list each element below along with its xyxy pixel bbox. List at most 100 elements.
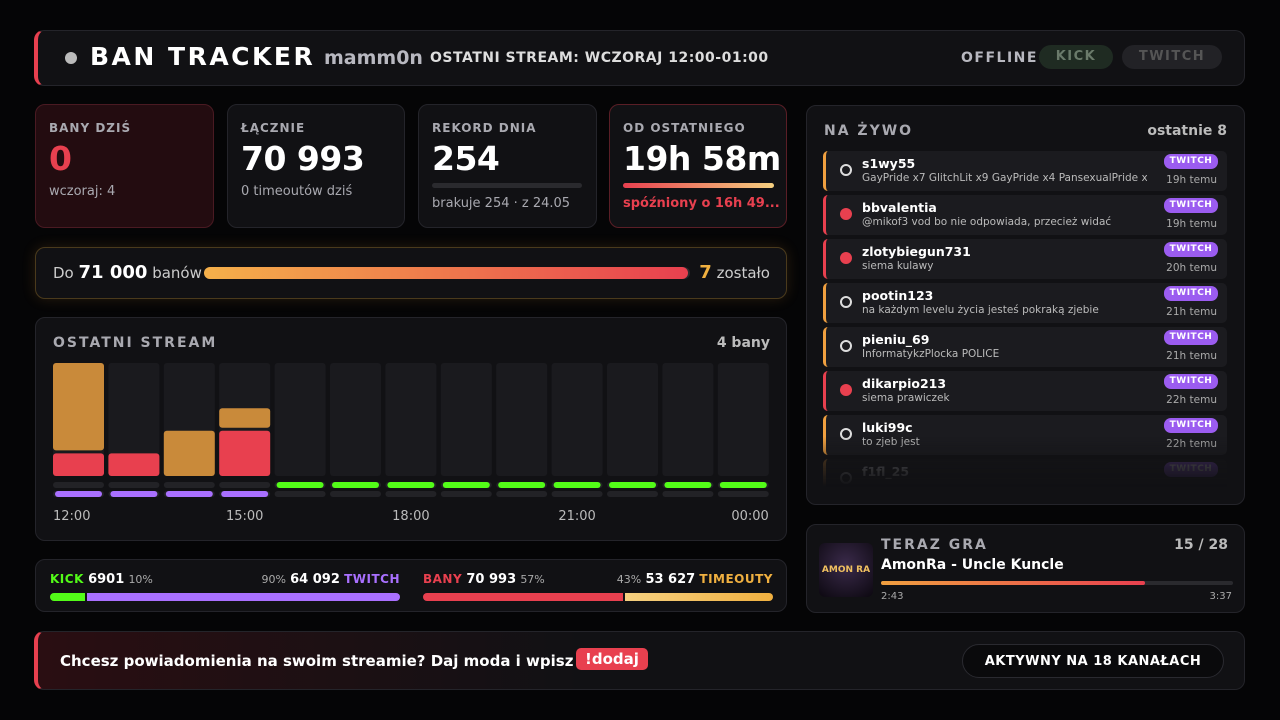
message: InformatykzPlocka POLICE	[862, 348, 1000, 360]
username: luki99c	[862, 420, 913, 435]
feed-item: bbvalentia @mikof3 vod bo nie odpowiada, …	[823, 195, 1227, 235]
split-pct: 90%	[261, 573, 286, 586]
feed-item: f1fl_25 TWITCH	[823, 459, 1227, 487]
duration: 3:37	[1209, 591, 1232, 602]
stat-card: ŁĄCZNIE 70 993 0 timeoutów dziś	[227, 104, 405, 228]
goal-target: 71 000	[78, 262, 148, 283]
stat-card: OD OSTATNIEGO 19h 58m spóźniony o 16h 49..…	[609, 104, 787, 228]
time-ago: 19h temu	[1166, 218, 1217, 230]
album-art-text: AMON RA	[821, 565, 871, 575]
playlist-position: 15 / 28	[1174, 537, 1228, 553]
platform-badge: TWITCH	[1164, 330, 1218, 345]
username: s1wy55	[862, 156, 916, 171]
split-pct: 43%	[616, 573, 642, 586]
kick-badge: KICK	[1039, 45, 1113, 69]
stat-label: BANY DZIŚ	[49, 121, 132, 135]
stat-label: REKORD DNIA	[432, 121, 537, 135]
goal-panel: Do 71 000 banów 7 zostało	[35, 247, 787, 299]
album-art: AMON RA	[819, 543, 873, 597]
split-value: 6901	[88, 572, 125, 587]
action-icon	[840, 340, 852, 352]
split-value: 53 627	[645, 572, 696, 587]
now-playing: AMON RA TERAZ GRA 15 / 28 AmonRa - Uncle…	[806, 524, 1245, 613]
action-icon	[840, 252, 852, 264]
command[interactable]: !dodaj	[576, 648, 648, 670]
goal-track	[204, 267, 690, 279]
footer-text: Chcesz powiadomienia na swoim streamie? …	[60, 652, 574, 670]
split-name: TWITCH	[344, 572, 400, 586]
stream-chart-panel: OSTATNI STREAM 4 bany	[35, 317, 787, 541]
split-right: 90% 64 092 TWITCH	[50, 572, 400, 587]
stat-card: BANY DZIŚ 0 wczoraj: 4	[35, 104, 214, 228]
header: BAN TRACKER mamm0n OSTATNI STREAM: WCZOR…	[34, 30, 1245, 86]
stat-value: 0	[49, 139, 72, 178]
split-name: BANY	[423, 572, 463, 586]
split-bar	[624, 593, 773, 601]
goal-fill	[204, 267, 688, 279]
platform-badge: TWITCH	[1164, 154, 1218, 169]
chart-title: OSTATNI STREAM	[53, 335, 218, 351]
message: GayPride x7 GlitchLit x9 GayPride x4 Pan…	[862, 172, 1147, 184]
remaining-label: zostało	[716, 264, 770, 282]
twitch-badge: TWITCH	[1122, 45, 1222, 69]
time-ago: 21h temu	[1166, 350, 1217, 362]
split-right: 43% 53 627 TIMEOUTY	[423, 572, 773, 587]
track-progress-fill	[881, 581, 1145, 585]
live-panel: NA ŻYWO ostatnie 8 s1wy55 GayPride x7 Gli…	[806, 105, 1245, 505]
live-feed: s1wy55 GayPride x7 GlitchLit x9 GayPride …	[823, 151, 1229, 487]
message: to zjeb jest	[862, 436, 920, 448]
title: BAN TRACKER	[90, 42, 316, 71]
feed-item: pootin123 na każdym levelu życia jesteś p…	[823, 283, 1227, 323]
time-ago: 22h temu	[1166, 394, 1217, 406]
platform-badge: TWITCH	[1164, 242, 1218, 257]
chart-summary: 4 bany	[716, 335, 770, 351]
feed-item: luki99c to zjeb jest TWITCH 22h temu	[823, 415, 1227, 455]
time-ago: 19h temu	[1166, 174, 1217, 186]
action-icon	[840, 428, 852, 440]
stat-value: 70 993	[241, 139, 365, 178]
action-icon	[840, 384, 852, 396]
split-value: 64 092	[290, 572, 340, 587]
remaining-count: 7	[699, 262, 712, 283]
username: pootin123	[862, 288, 934, 303]
since-bar	[623, 183, 774, 188]
platform-badge: TWITCH	[1164, 198, 1218, 213]
stat-label: OD OSTATNIEGO	[623, 121, 746, 135]
split-left: BANY 70 993 57%	[423, 572, 545, 587]
active-channels: AKTYWNY NA 18 KANAŁACH	[962, 644, 1224, 678]
message: siema prawiczek	[862, 392, 950, 404]
goal-prefix: Do	[53, 264, 74, 282]
goal-text: Do 71 000 banów	[53, 262, 202, 283]
goal-unit: banów	[152, 264, 202, 282]
username: dikarpio213	[862, 376, 947, 391]
status-dot	[65, 52, 77, 64]
split-name: KICK	[50, 572, 84, 586]
action-icon	[840, 472, 852, 484]
message: siema kulawy	[862, 260, 934, 272]
stat-sub: spóźniony o 16h 49...	[623, 196, 780, 211]
action-icon	[840, 208, 852, 220]
split-pct: 57%	[520, 573, 545, 586]
split-bar	[423, 593, 623, 601]
platform-badge: TWITCH	[1164, 462, 1218, 477]
feed-item: s1wy55 GayPride x7 GlitchLit x9 GayPride …	[823, 151, 1227, 191]
time-ago: 20h temu	[1166, 262, 1217, 274]
platform-badge: TWITCH	[1164, 418, 1218, 433]
footer: Chcesz powiadomienia na swoim streamie? …	[34, 631, 1245, 690]
action-icon	[840, 164, 852, 176]
username: pieniu_69	[862, 332, 930, 347]
username: f1fl_25	[862, 464, 910, 479]
split-value: 70 993	[466, 572, 517, 587]
last-stream: OSTATNI STREAM: WCZORAJ 12:00-01:00	[430, 50, 769, 66]
username: zlotybiegun731	[862, 244, 971, 259]
time-ago: 21h temu	[1166, 306, 1217, 318]
split-left: KICK 6901 10%	[50, 572, 153, 587]
username: bbvalentia	[862, 200, 937, 215]
platform-badge: TWITCH	[1164, 374, 1218, 389]
split-pct: 10%	[128, 573, 153, 586]
now-playing-label: TERAZ GRA	[881, 537, 988, 553]
stat-sub: brakuje 254 · z 24.05	[432, 196, 571, 211]
stat-sub: 0 timeoutów dziś	[241, 184, 353, 199]
stat-sub: wczoraj: 4	[49, 184, 116, 199]
